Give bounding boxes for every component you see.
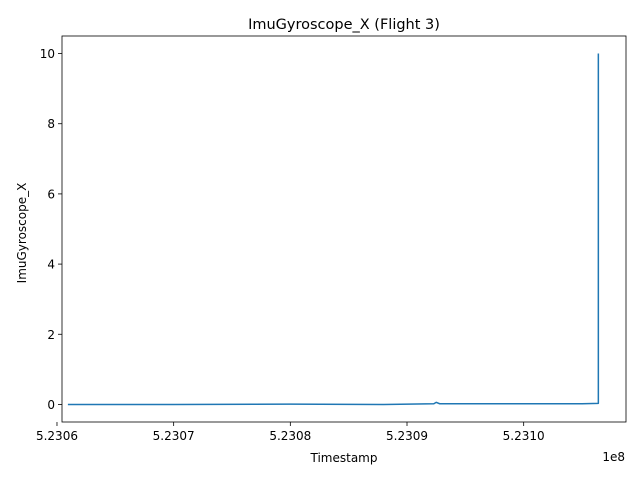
- y-tick-label: 8: [47, 117, 55, 131]
- y-tick-label: 4: [47, 258, 55, 272]
- x-tick-label: 5.2310: [503, 429, 545, 443]
- x-axis-label: Timestamp: [310, 451, 378, 465]
- y-axis-label: ImuGyroscope_X: [15, 183, 29, 284]
- y-tick-label: 10: [40, 47, 55, 61]
- x-axis-offset-label: 1e8: [602, 450, 625, 464]
- x-tick-label: 5.2307: [153, 429, 195, 443]
- series-line-0: [67, 53, 600, 406]
- plot-area: 5.2306 5.2307 5.2308 5.2309 5.2310 0 2 4 6 8 10: [36, 35, 627, 443]
- axes-frame: [61, 35, 627, 423]
- chart-title: ImuGyroscope_X (Flight 3): [248, 17, 440, 33]
- y-tick-label: 6: [47, 187, 55, 201]
- y-tick-label: 0: [47, 398, 55, 412]
- x-tick-label: 5.2308: [269, 429, 311, 443]
- y-tick-label: 2: [47, 328, 55, 342]
- x-tick-label: 5.2309: [386, 429, 428, 443]
- x-tick-label: 5.2306: [36, 429, 78, 443]
